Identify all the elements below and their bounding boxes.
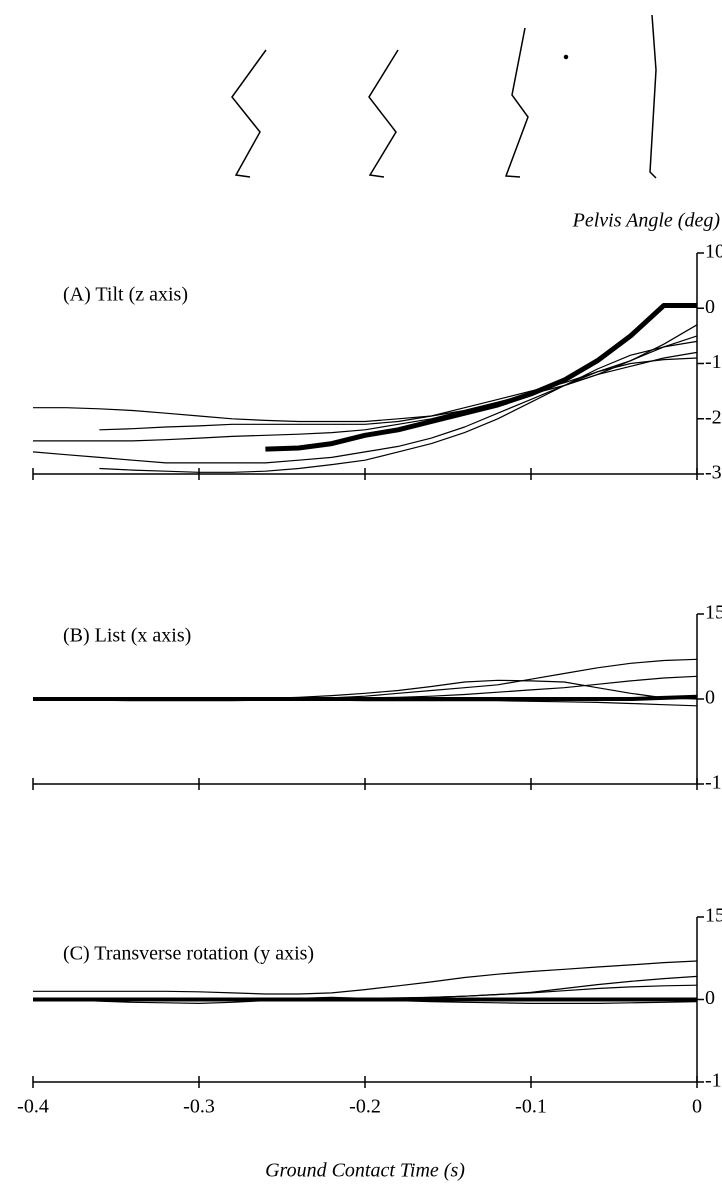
y-tick-label: 10: [705, 241, 722, 263]
stick-figures: [231, 14, 657, 179]
x-tick-label: -0.2: [349, 1096, 381, 1118]
x-tick-label: -0.3: [183, 1096, 215, 1118]
y-axis-label: Pelvis Angle (deg): [572, 210, 721, 232]
y-tick-label: -15: [705, 772, 722, 794]
series-line: [33, 351, 698, 442]
series-line: [99, 340, 698, 473]
y-tick-label: -10: [705, 351, 722, 373]
y-tick-label: -30: [705, 462, 722, 484]
panel-title: (B) List (x axis): [63, 625, 191, 647]
panel-title: (C) Transverse rotation (y axis): [63, 943, 314, 965]
series-line: [33, 960, 698, 995]
x-tick-label: 0: [692, 1096, 702, 1118]
y-tick-label: 0: [705, 296, 715, 318]
series-line: [33, 694, 698, 701]
series-line: [33, 984, 698, 1001]
y-tick-label: -20: [705, 406, 722, 428]
y-tick-label: 15: [705, 602, 722, 624]
y-tick-label: 15: [705, 905, 722, 927]
x-tick-label: -0.1: [515, 1096, 547, 1118]
series-line: [33, 324, 698, 423]
x-axis-label: Ground Contact Time (s): [265, 1160, 465, 1182]
y-tick-label: 0: [705, 687, 715, 709]
series-line: [32, 357, 698, 464]
y-tick-label: 0: [705, 987, 715, 1009]
y-tick-label: -15: [705, 1070, 722, 1092]
x-tick-label: -0.4: [17, 1096, 49, 1118]
panel-title: (A) Tilt (z axis): [63, 284, 188, 306]
series-line: [265, 303, 697, 452]
